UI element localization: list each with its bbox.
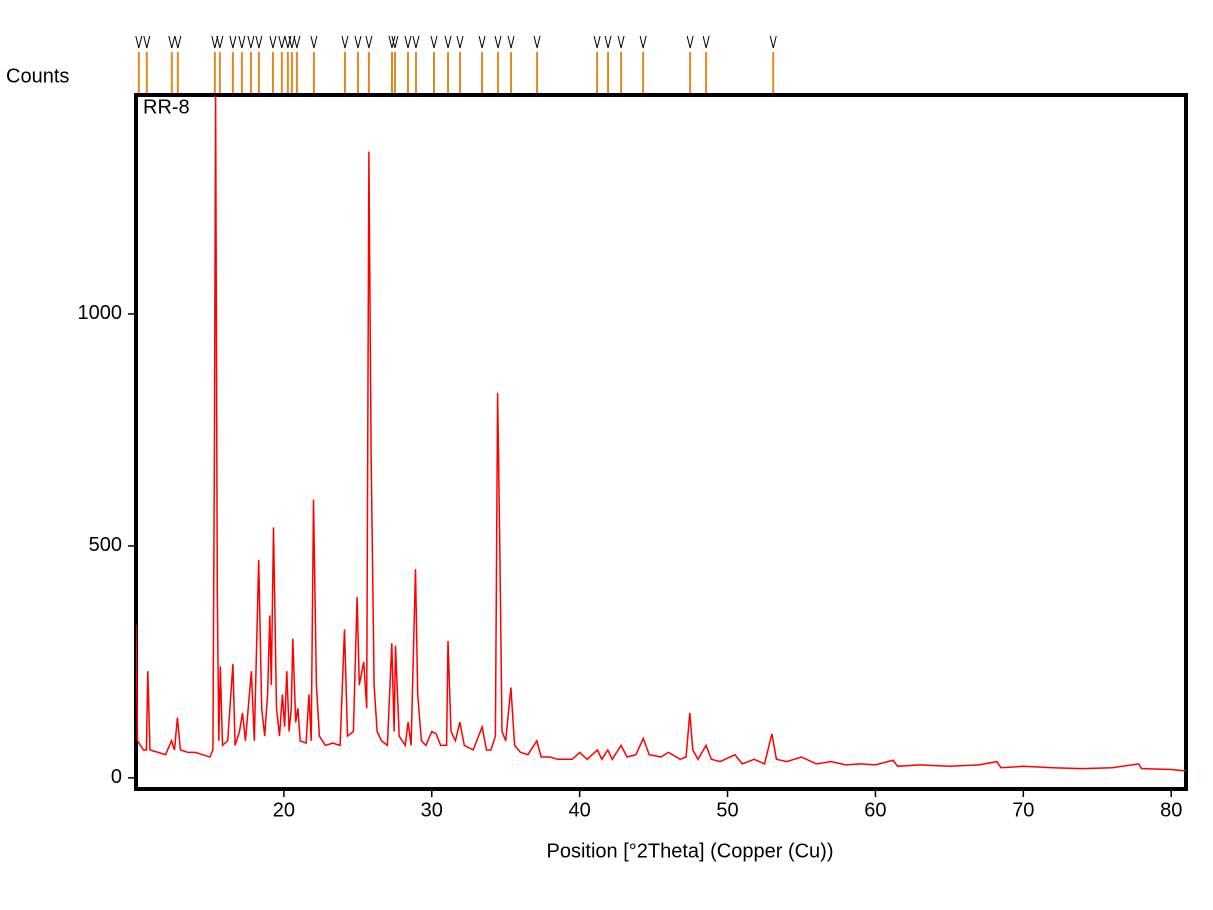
peak-marker — [168, 35, 176, 93]
peak-marker — [278, 35, 286, 93]
peak-marker — [430, 35, 438, 93]
peak-marker — [391, 35, 399, 93]
peak-glyph — [404, 35, 412, 49]
peak-marker — [593, 35, 601, 93]
data-line — [136, 95, 1186, 772]
peak-marker — [310, 35, 318, 93]
peak-glyph — [168, 35, 176, 49]
peak-glyph — [143, 35, 151, 49]
peak-marker — [456, 35, 464, 93]
peak-marker — [211, 35, 219, 93]
peak-glyph — [686, 35, 694, 49]
peak-glyph — [229, 35, 237, 49]
peak-marker — [174, 35, 182, 93]
peak-marker — [769, 35, 777, 93]
x-tick-label: 80 — [1160, 799, 1182, 821]
peak-glyph — [247, 35, 255, 49]
peak-marker — [639, 35, 647, 93]
peak-marker — [533, 35, 541, 93]
x-tick-label: 20 — [273, 799, 295, 821]
peak-marker — [617, 35, 625, 93]
peak-marker — [269, 35, 277, 93]
peak-glyph — [365, 35, 373, 49]
peak-marker — [143, 35, 151, 93]
peak-glyph — [269, 35, 277, 49]
peak-glyph — [341, 35, 349, 49]
peak-glyph — [391, 35, 399, 49]
x-tick-label: 30 — [421, 799, 443, 821]
peak-glyph — [310, 35, 318, 49]
plot-frame — [134, 93, 1188, 791]
x-tick-label: 60 — [864, 799, 886, 821]
peak-marker — [365, 35, 373, 93]
peak-glyph — [216, 35, 224, 49]
peak-marker — [388, 35, 396, 93]
peak-glyph — [617, 35, 625, 49]
y-axis-label: Counts — [6, 65, 69, 87]
peak-marker — [238, 35, 246, 93]
peak-marker — [135, 35, 143, 93]
peak-marker — [229, 35, 237, 93]
peak-marker — [604, 35, 612, 93]
peak-glyph — [288, 35, 296, 49]
peak-glyph — [639, 35, 647, 49]
peak-glyph — [174, 35, 182, 49]
peak-glyph — [255, 35, 263, 49]
peak-glyph — [135, 35, 143, 49]
peak-glyph — [593, 35, 601, 49]
peak-glyph — [478, 35, 486, 49]
y-tick-label: 0 — [111, 766, 122, 788]
peak-glyph — [430, 35, 438, 49]
x-tick-label: 40 — [569, 799, 591, 821]
peak-glyph — [769, 35, 777, 49]
peak-glyph — [238, 35, 246, 49]
peak-glyph — [293, 35, 301, 49]
peak-marker — [341, 35, 349, 93]
peak-glyph — [278, 35, 286, 49]
peak-glyph — [533, 35, 541, 49]
peak-marker — [247, 35, 255, 93]
peak-marker — [444, 35, 452, 93]
peak-marker — [507, 35, 515, 93]
peak-glyph — [388, 35, 396, 49]
peak-glyph — [494, 35, 502, 49]
peak-marker — [478, 35, 486, 93]
peak-glyph — [604, 35, 612, 49]
x-axis-label: Position [°2Theta] (Copper (Cu)) — [546, 840, 833, 862]
peak-glyph — [412, 35, 420, 49]
peak-glyph — [211, 35, 219, 49]
peak-marker — [255, 35, 263, 93]
peak-glyph — [702, 35, 710, 49]
peak-marker — [216, 35, 224, 93]
peak-glyph — [456, 35, 464, 49]
peak-marker — [354, 35, 362, 93]
peak-marker — [404, 35, 412, 93]
peak-marker — [412, 35, 420, 93]
chart-title: RR-8 — [143, 96, 190, 118]
peak-glyph — [507, 35, 515, 49]
peak-glyph — [444, 35, 452, 49]
peak-marker — [293, 35, 301, 93]
peak-marker — [284, 35, 292, 93]
peak-marker — [494, 35, 502, 93]
peak-marker — [288, 35, 296, 93]
y-tick-label: 1000 — [78, 302, 123, 324]
x-tick-label: 50 — [716, 799, 738, 821]
peak-glyph — [354, 35, 362, 49]
peak-marker — [686, 35, 694, 93]
y-tick-label: 500 — [89, 534, 122, 556]
x-tick-label: 70 — [1012, 799, 1034, 821]
peak-marker — [702, 35, 710, 93]
